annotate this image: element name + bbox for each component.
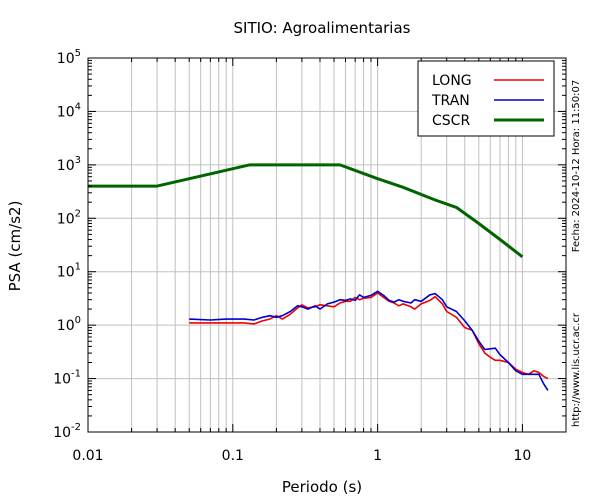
y-tick-label: 105 xyxy=(57,48,81,67)
y-tick-label: 104 xyxy=(57,101,81,120)
legend-box xyxy=(417,60,555,137)
series-line-long xyxy=(189,292,549,380)
x-tick-label: 0.01 xyxy=(72,448,103,464)
legend-label-long: LONG xyxy=(432,73,472,89)
x-tick-label: 0.1 xyxy=(222,448,244,464)
y-tick-label: 10-2 xyxy=(53,422,81,441)
series-layer xyxy=(88,163,549,391)
y-axis-label: PSA (cm/s2) xyxy=(6,201,24,292)
axis-ticks xyxy=(87,57,567,433)
grid xyxy=(87,57,567,433)
legend-label-tran: TRAN xyxy=(431,93,470,109)
legend-label-cscr: CSCR xyxy=(432,113,470,129)
y-tick-label: 100 xyxy=(57,315,81,334)
x-tick-label: 10 xyxy=(513,448,531,464)
timestamp-label: Fecha: 2024-10-12 Hora: 11:50:07 xyxy=(571,80,582,253)
series-line-cscr xyxy=(88,163,524,258)
y-tick-label: 103 xyxy=(57,155,81,174)
x-tick-labels: 0.01 0.1 1 10 xyxy=(72,448,531,464)
y-tick-labels: 10-2 10-1 100 101 102 103 104 105 xyxy=(53,48,81,441)
legend: LONG TRAN CSCR xyxy=(417,60,555,137)
y-tick-label: 102 xyxy=(57,208,81,227)
x-tick-label: 1 xyxy=(373,448,382,464)
plot-frame xyxy=(87,57,567,433)
y-tick-label: 10-1 xyxy=(53,369,81,388)
x-axis-label: Periodo (s) xyxy=(282,478,362,496)
website-label: http://www.lis.ucr.ac.cr xyxy=(571,312,582,427)
series-line-tran xyxy=(189,290,549,391)
y-tick-label: 101 xyxy=(57,262,81,281)
chart-title: SITIO: Agroalimentarias xyxy=(234,19,411,37)
